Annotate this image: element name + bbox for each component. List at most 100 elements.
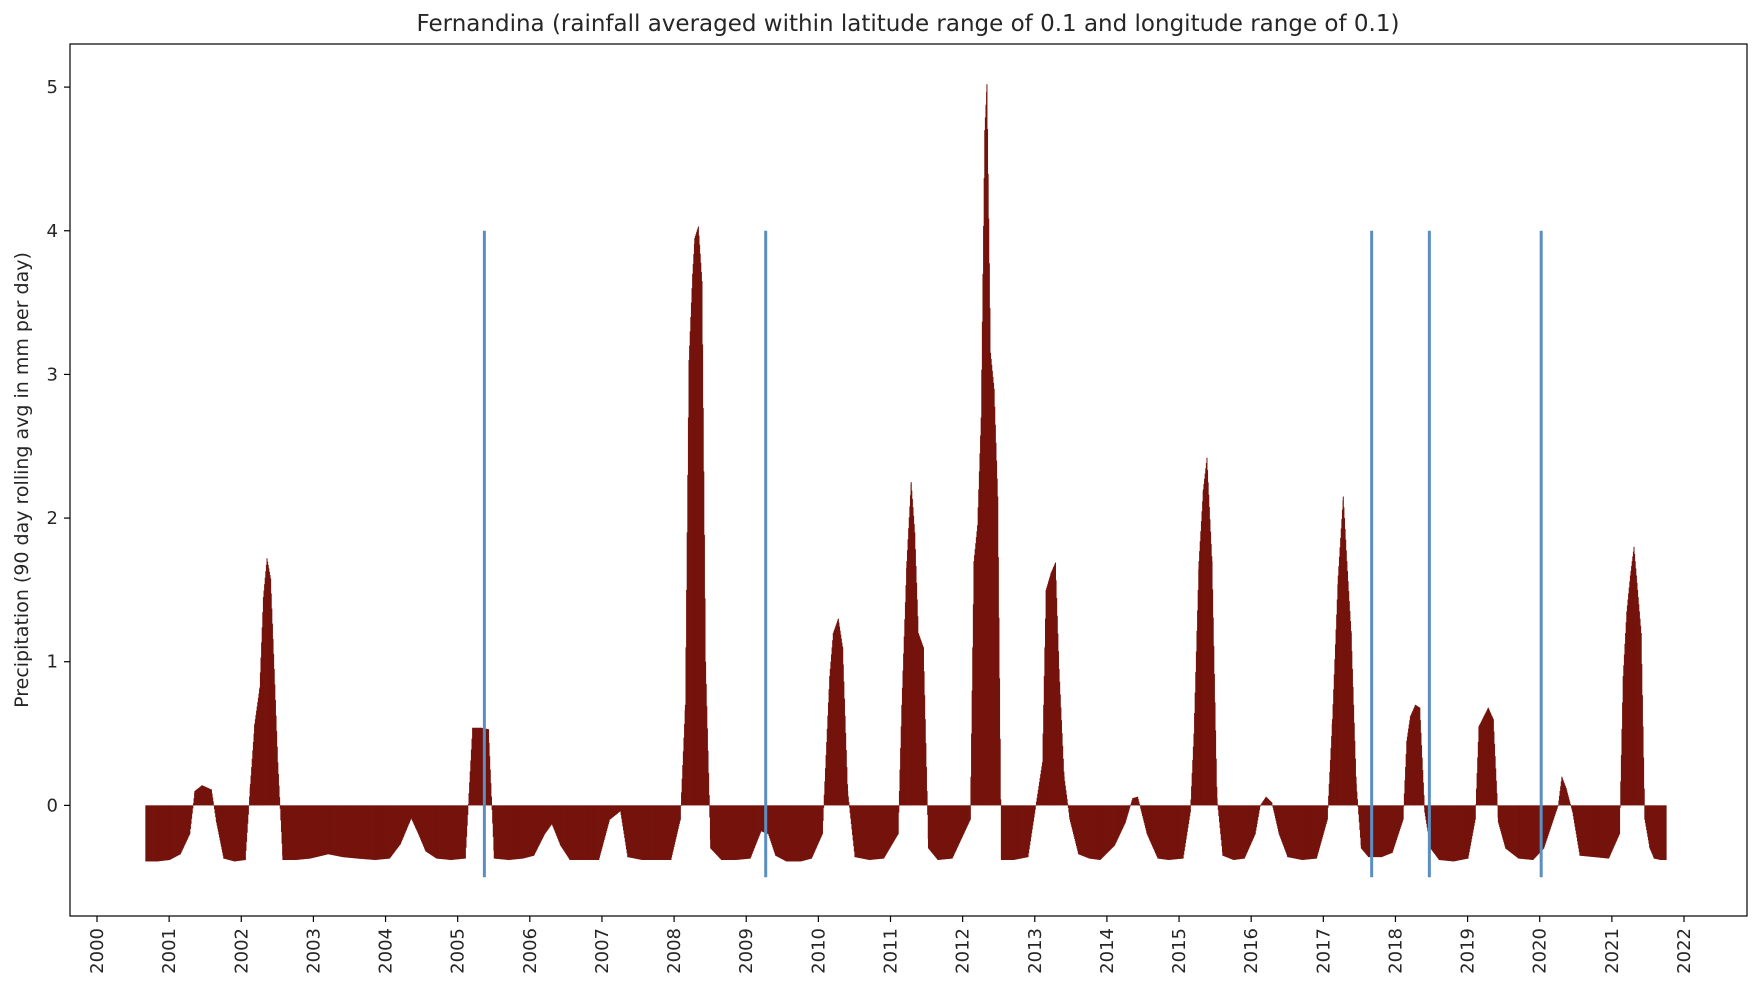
precipitation-bar [730,805,731,860]
precipitation-bar [1509,805,1511,853]
precipitation-bar [1388,805,1390,854]
precipitation-bar [1185,805,1187,840]
precipitation-bar [1216,798,1218,806]
precipitation-bar [1150,805,1152,843]
x-tick-label: 2006 [520,928,541,974]
precipitation-bar [1005,805,1007,860]
precipitation-bar [733,805,734,860]
precipitation-bar [547,805,549,830]
precipitation-bar [613,805,615,816]
precipitation-bar [1602,805,1604,858]
precipitation-bar [1374,805,1376,858]
precipitation-bar [1176,805,1178,860]
precipitation-bar [1333,689,1335,806]
precipitation-bar [472,727,474,806]
precipitation-bar [669,805,671,860]
precipitation-bar [607,805,609,825]
precipitation-bar [1078,805,1080,855]
x-tick-label: 2000 [87,928,108,974]
precipitation-bar [351,805,353,858]
precipitation-bar [1486,710,1488,806]
precipitation-bar [1490,714,1492,806]
precipitation-bar [1665,805,1666,860]
precipitation-bar [1456,805,1458,861]
precipitation-bar [824,781,826,806]
precipitation-bar [1494,743,1496,806]
precipitation-bar [872,805,874,860]
precipitation-bar [768,805,770,836]
precipitation-bar [1552,805,1554,820]
precipitation-bar [681,792,683,806]
precipitation-bar [1538,805,1540,854]
precipitation-bar [687,417,689,806]
precipitation-bar [659,805,661,860]
precipitation-bar [1128,805,1130,811]
precipitation-bar [1117,805,1119,838]
precipitation-bar [1542,805,1544,850]
precipitation-bar [761,805,763,832]
precipitation-bar [1248,805,1250,848]
precipitation-bar [588,805,590,860]
precipitation-bar [598,805,600,858]
precipitation-bar [1491,715,1493,806]
precipitation-bar [1278,805,1280,835]
precipitation-bar [1001,805,1003,860]
precipitation-bar [823,794,825,806]
precipitation-bar [372,805,374,860]
precipitation-bar [573,805,575,860]
precipitation-bar [579,805,581,860]
precipitation-bar [814,805,816,851]
precipitation-bar [492,805,494,837]
precipitation-bar [606,805,608,829]
precipitation-bar [405,805,407,830]
precipitation-bar [1426,805,1428,824]
precipitation-bar [913,515,915,806]
precipitation-bar [1311,805,1313,860]
precipitation-bar [336,805,338,856]
precipitation-bar [1625,633,1627,806]
precipitation-bar [327,805,329,855]
precipitation-bar [247,805,249,815]
precipitation-bar [1552,805,1554,822]
precipitation-bar [886,805,888,853]
precipitation-bar [847,791,849,806]
precipitation-bar [1350,633,1352,806]
precipitation-bar [916,582,918,806]
precipitation-bar [1065,790,1067,806]
precipitation-bar [1568,797,1570,806]
precipitation-bar [1193,733,1195,806]
precipitation-bar [1417,706,1419,806]
precipitation-bar [415,805,417,829]
precipitation-bar [855,805,857,858]
precipitation-bar [347,805,349,858]
precipitation-bar [1032,805,1034,826]
precipitation-bar [426,805,428,853]
precipitation-bar [1076,805,1078,849]
precipitation-bar [180,805,182,853]
precipitation-bar [227,805,229,860]
precipitation-bar [615,805,617,815]
precipitation-bar [1213,645,1215,806]
precipitation-bar [422,805,424,845]
precipitation-bar [1147,805,1149,836]
precipitation-bar [457,805,459,860]
precipitation-bar [1585,805,1587,857]
precipitation-bar [1451,805,1453,862]
precipitation-bar [1000,805,1002,860]
precipitation-bar [1561,776,1563,806]
precipitation-bar [1038,785,1040,806]
precipitation-bar [1591,805,1593,857]
precipitation-bar [1016,805,1018,860]
precipitation-bar [817,805,819,845]
precipitation-bar [704,598,706,806]
precipitation-bar [1353,722,1355,806]
precipitation-bar [1650,805,1652,852]
precipitation-bar [1082,805,1084,856]
precipitation-bar [1594,805,1596,858]
precipitation-bar [1035,805,1037,806]
precipitation-bar [353,805,355,859]
precipitation-bar [213,805,215,810]
precipitation-bar [1137,796,1139,806]
precipitation-bar [1375,805,1377,858]
precipitation-bar [694,237,696,806]
